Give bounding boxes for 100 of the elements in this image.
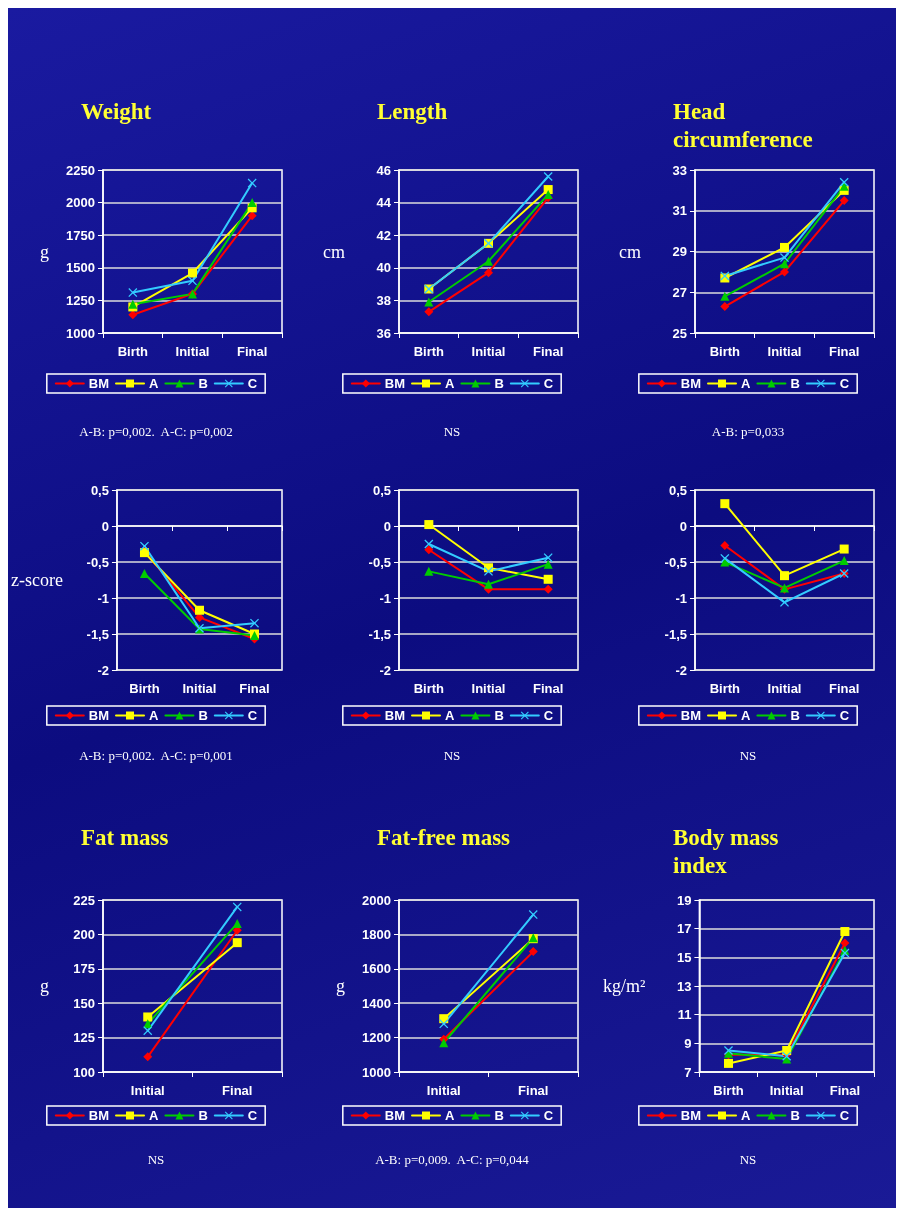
y-tick-label: 46 xyxy=(376,162,391,178)
y-tick-label: 225 xyxy=(73,892,95,908)
x-tick-label: Initial xyxy=(130,1083,165,1098)
x-tick-label: Final xyxy=(239,681,270,696)
x-tick-label: Birth xyxy=(709,681,741,696)
legend-label: C xyxy=(543,376,554,391)
x-tick-label: Initial xyxy=(769,1083,804,1098)
y-tick-label: 2250 xyxy=(66,162,95,178)
y-tick-label: 7 xyxy=(684,1064,692,1080)
legend-label: B xyxy=(494,376,504,391)
y-tick-label: 31 xyxy=(672,203,687,219)
legend-label: C xyxy=(247,376,258,391)
x-tick-label: Final xyxy=(222,1083,253,1098)
x-tick-label: Birth xyxy=(709,344,741,359)
chart-title: Fat-free mass xyxy=(377,824,511,850)
chart-title: Head circumference xyxy=(673,98,813,152)
x-tick-label: Final xyxy=(828,681,860,696)
legend-label: BM xyxy=(88,376,110,391)
y-tick-label: 0 xyxy=(679,518,687,534)
legend-label: A xyxy=(445,708,456,723)
y-tick-label: -2 xyxy=(97,662,109,678)
y-tick-label: 17 xyxy=(676,921,692,937)
legend-label: B xyxy=(494,1108,504,1123)
y-tick-label: 175 xyxy=(73,961,95,977)
legend-label: B xyxy=(790,1108,800,1123)
y-tick-label: 15 xyxy=(676,949,692,965)
x-tick-label: Birth xyxy=(713,1083,744,1098)
x-tick-label: Initial xyxy=(471,681,506,696)
x-tick-label: Final xyxy=(236,344,268,359)
y-tick-label: 19 xyxy=(676,892,692,908)
text: NS xyxy=(443,424,461,439)
x-tick-label: Final xyxy=(828,344,860,359)
y-tick-label: 36 xyxy=(376,325,391,341)
y-tick-label: -1 xyxy=(97,590,109,606)
y-tick-label: 125 xyxy=(73,1030,95,1046)
text: A-B: p=0,009. A-C: p=0,044 xyxy=(375,1152,530,1167)
legend-label: B xyxy=(198,376,208,391)
x-tick-label: Birth xyxy=(413,681,445,696)
legend-label: C xyxy=(247,708,258,723)
legend-label: BM xyxy=(384,376,406,391)
y-tick-label: 0 xyxy=(383,518,391,534)
y-axis-title: g xyxy=(40,976,49,996)
legend-label: B xyxy=(790,708,800,723)
y-tick-label: 44 xyxy=(376,195,392,211)
legend-label: BM xyxy=(680,1108,702,1123)
legend-label: C xyxy=(839,1108,850,1123)
y-tick-label: 11 xyxy=(677,1007,692,1023)
y-axis-title: cm xyxy=(323,241,345,262)
x-tick-label: Initial xyxy=(182,681,217,696)
y-tick-label: -0,5 xyxy=(664,554,687,570)
y-tick-label: 29 xyxy=(672,244,687,259)
y-tick-label: 25 xyxy=(672,325,687,341)
y-tick-label: 9 xyxy=(684,1035,692,1051)
text: NS xyxy=(147,1152,165,1167)
legend-label: A xyxy=(149,376,160,391)
legend-label: BM xyxy=(680,376,702,391)
legend-label: C xyxy=(247,1108,258,1123)
y-tick-label: -1,5 xyxy=(664,626,687,642)
legend-label: BM xyxy=(384,708,406,723)
legend-label: B xyxy=(790,376,800,391)
x-tick-label: Final xyxy=(829,1083,861,1098)
y-tick-label: -0,5 xyxy=(86,554,109,570)
legend-label: BM xyxy=(680,708,702,723)
legend-label: C xyxy=(543,708,554,723)
text: NS xyxy=(739,748,757,763)
legend-label: B xyxy=(494,708,504,723)
legend-label: BM xyxy=(384,1108,406,1123)
y-tick-label: 1400 xyxy=(362,995,391,1011)
legend-label: A xyxy=(149,1108,160,1123)
y-axis-title: kg/m² xyxy=(602,976,646,996)
legend-label: BM xyxy=(88,708,110,723)
text: A-B: p=0,033 xyxy=(711,424,785,439)
legend-label: BM xyxy=(88,1108,110,1123)
chart-title: Weight xyxy=(81,98,152,124)
x-tick-label: Initial xyxy=(767,344,802,359)
y-tick-label: 1600 xyxy=(362,961,391,977)
y-tick-label: -1,5 xyxy=(368,626,391,642)
text: A-B: p=0,002. A-C: p=0,002 xyxy=(79,424,233,439)
y-tick-label: 2000 xyxy=(66,195,95,211)
y-axis-title: cm xyxy=(619,241,641,262)
legend-label: B xyxy=(198,1108,208,1123)
legend-label: A xyxy=(445,1108,456,1123)
y-tick-label: 150 xyxy=(73,995,95,1011)
y-axis-title: z-score xyxy=(10,570,63,590)
x-tick-label: Final xyxy=(518,1083,549,1098)
x-tick-label: Final xyxy=(532,681,564,696)
legend-label: A xyxy=(149,708,160,723)
y-tick-label: 1500 xyxy=(66,260,95,276)
legend-label: B xyxy=(198,708,208,723)
x-tick-label: Initial xyxy=(767,681,802,696)
x-tick-label: Initial xyxy=(471,344,506,359)
chart-title: Length xyxy=(377,98,448,124)
x-tick-label: Initial xyxy=(175,344,210,359)
y-tick-label: 1200 xyxy=(362,1030,391,1046)
x-tick-label: Birth xyxy=(129,681,160,696)
y-tick-label: 1250 xyxy=(66,292,95,308)
legend-label: A xyxy=(741,1108,752,1123)
text: NS xyxy=(443,748,461,763)
x-tick-label: Initial xyxy=(426,1083,461,1098)
y-tick-label: -1 xyxy=(675,590,687,606)
